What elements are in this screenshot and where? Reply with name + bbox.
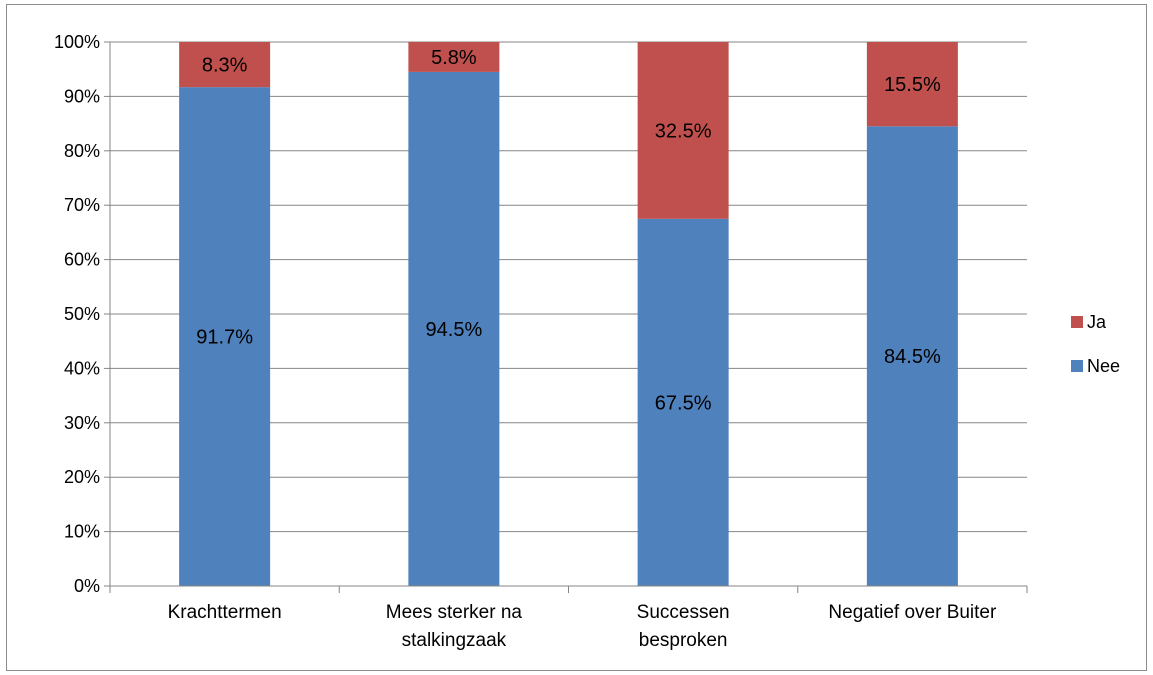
x-category-label: Successen bbox=[637, 602, 730, 623]
y-tick-label: 90% bbox=[64, 86, 100, 106]
y-tick-label: 60% bbox=[64, 250, 100, 270]
bar-segment-ja bbox=[637, 42, 729, 219]
y-tick-label: 80% bbox=[64, 141, 100, 161]
legend-label-ja: Ja bbox=[1087, 312, 1107, 332]
data-label: 67.5% bbox=[655, 392, 712, 414]
bar-segment-ja bbox=[408, 42, 500, 72]
x-category-label: Mees sterker na bbox=[386, 602, 523, 623]
y-tick-label: 20% bbox=[64, 467, 100, 487]
x-category-label: stalkingzaak bbox=[402, 630, 507, 651]
y-tick-label: 40% bbox=[64, 358, 100, 378]
data-label: 8.3% bbox=[202, 55, 248, 77]
data-label: 94.5% bbox=[426, 319, 483, 341]
data-label: 84.5% bbox=[884, 346, 941, 368]
data-label: 91.7% bbox=[196, 327, 253, 349]
x-category-label: Negatief over Buiter bbox=[828, 602, 997, 623]
y-tick-label: 10% bbox=[64, 522, 100, 542]
y-tick-label: 0% bbox=[74, 576, 100, 596]
y-tick-label: 50% bbox=[64, 304, 100, 324]
y-tick-label: 70% bbox=[64, 195, 100, 215]
data-label: 15.5% bbox=[884, 74, 941, 96]
data-labels: 91.7% 8.3% 94.5% 5.8% 67.5% 32.5% 84.5% 15.5% bbox=[196, 47, 941, 414]
legend-swatch-ja bbox=[1071, 316, 1083, 328]
legend-label-nee: Nee bbox=[1087, 356, 1120, 376]
bar-segment-nee bbox=[179, 87, 271, 586]
legend-swatch-nee bbox=[1071, 360, 1083, 372]
data-label: 32.5% bbox=[655, 120, 712, 142]
bar-segment-nee bbox=[866, 126, 958, 586]
y-axis-tick-labels: 0% 10% 20% 30% 40% 50% 60% 70% 80% 90% 100% bbox=[54, 32, 100, 596]
y-tick-label: 100% bbox=[54, 32, 100, 52]
bars bbox=[179, 42, 958, 587]
x-category-label: Krachttermen bbox=[168, 602, 282, 623]
y-tick-label: 30% bbox=[64, 413, 100, 433]
axes bbox=[104, 41, 1028, 593]
bar-segment-ja bbox=[179, 42, 271, 88]
legend: Ja Nee bbox=[1071, 312, 1120, 376]
bar-segment-ja bbox=[866, 42, 958, 127]
x-category-label: besproken bbox=[639, 630, 728, 651]
bar-segment-nee bbox=[408, 71, 500, 587]
x-axis-category-labels: Krachttermen Mees sterker na stalkingzaak S… bbox=[168, 602, 997, 651]
data-label: 5.8% bbox=[431, 47, 477, 69]
bar-segment-nee bbox=[637, 218, 729, 587]
